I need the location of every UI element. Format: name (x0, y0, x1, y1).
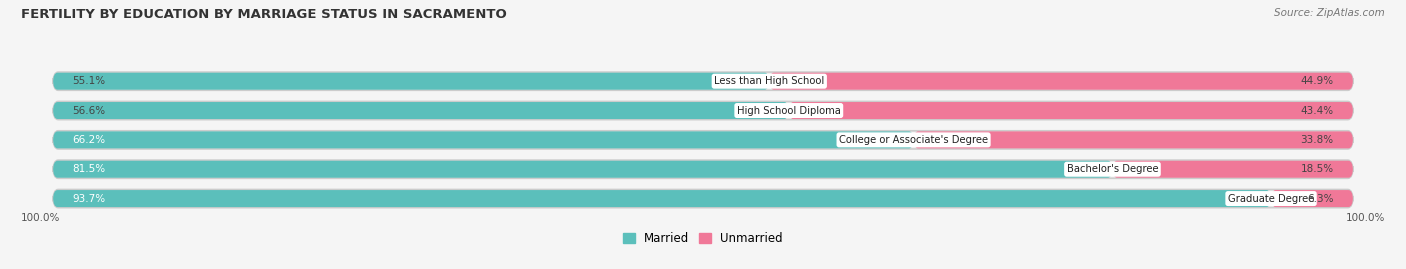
FancyBboxPatch shape (53, 131, 1353, 149)
FancyBboxPatch shape (914, 131, 1353, 148)
Text: FERTILITY BY EDUCATION BY MARRIAGE STATUS IN SACRAMENTO: FERTILITY BY EDUCATION BY MARRIAGE STATU… (21, 8, 506, 21)
Text: Less than High School: Less than High School (714, 76, 824, 86)
FancyBboxPatch shape (53, 189, 1353, 208)
Text: 18.5%: 18.5% (1301, 164, 1333, 174)
Text: High School Diploma: High School Diploma (737, 105, 841, 115)
FancyBboxPatch shape (769, 73, 1353, 90)
Text: Graduate Degree: Graduate Degree (1227, 194, 1315, 204)
Text: Source: ZipAtlas.com: Source: ZipAtlas.com (1274, 8, 1385, 18)
Text: 100.0%: 100.0% (21, 213, 60, 223)
Legend: Married, Unmarried: Married, Unmarried (619, 228, 787, 250)
FancyBboxPatch shape (53, 161, 1112, 178)
FancyBboxPatch shape (53, 131, 914, 148)
Text: 55.1%: 55.1% (73, 76, 105, 86)
Text: 66.2%: 66.2% (73, 135, 105, 145)
Text: 44.9%: 44.9% (1301, 76, 1333, 86)
Text: 43.4%: 43.4% (1301, 105, 1333, 115)
FancyBboxPatch shape (1112, 161, 1353, 178)
FancyBboxPatch shape (53, 73, 769, 90)
Text: 93.7%: 93.7% (73, 194, 105, 204)
Text: 56.6%: 56.6% (73, 105, 105, 115)
Text: College or Associate's Degree: College or Associate's Degree (839, 135, 988, 145)
FancyBboxPatch shape (53, 160, 1353, 178)
Text: Bachelor's Degree: Bachelor's Degree (1067, 164, 1159, 174)
Text: 81.5%: 81.5% (73, 164, 105, 174)
FancyBboxPatch shape (53, 101, 1353, 120)
FancyBboxPatch shape (789, 102, 1353, 119)
FancyBboxPatch shape (53, 102, 789, 119)
FancyBboxPatch shape (53, 72, 1353, 90)
FancyBboxPatch shape (1271, 190, 1353, 207)
Text: 100.0%: 100.0% (1346, 213, 1385, 223)
Text: 6.3%: 6.3% (1308, 194, 1333, 204)
FancyBboxPatch shape (53, 190, 1271, 207)
Text: 33.8%: 33.8% (1301, 135, 1333, 145)
